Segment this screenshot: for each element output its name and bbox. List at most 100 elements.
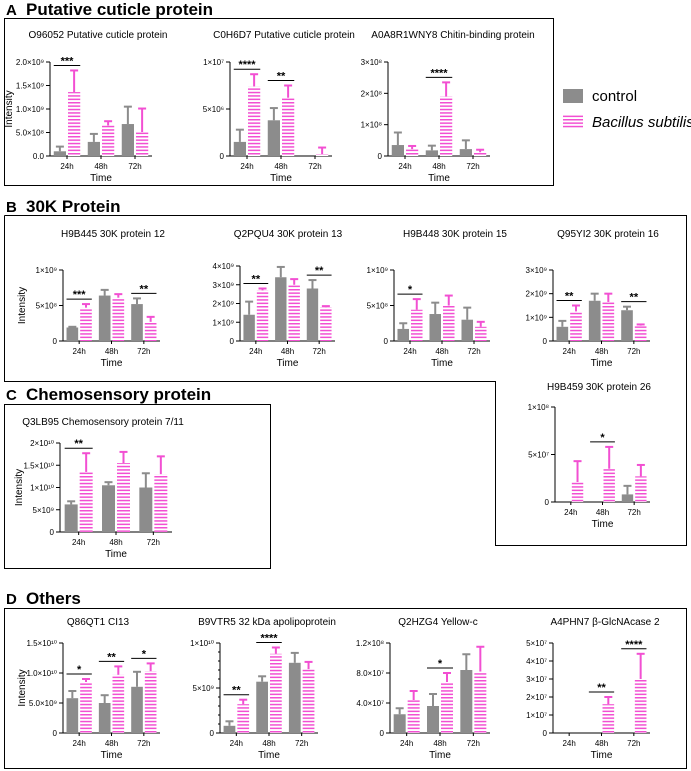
bar-treatment [302, 669, 315, 733]
bar-treatment [112, 674, 125, 733]
x-tick-label: 24h [398, 162, 411, 171]
section-b-name: 30K Protein [26, 197, 120, 216]
bar-treatment [571, 482, 584, 502]
x-axis-label: Time [431, 358, 453, 369]
chart-c1: Q3LB95 Chemosensory protein 7/11 0 5×10⁹ 1×… [14, 417, 184, 560]
y-tick-label: 5×10⁶ [203, 105, 224, 114]
significance-label: * [408, 284, 413, 296]
y-tick-label: 5.0×10⁸ [16, 129, 44, 138]
x-axis-label: Time [258, 750, 280, 761]
bar-control [460, 670, 473, 733]
bar-treatment [136, 132, 149, 156]
y-tick-label: 1×10⁸ [361, 121, 382, 130]
x-axis-label: Time [105, 549, 127, 560]
bar-treatment [474, 671, 487, 733]
bar-treatment [603, 468, 615, 502]
y-tick-label: 3×10⁷ [526, 675, 547, 684]
y-tick-label: 5×10⁹ [33, 506, 54, 515]
x-tick-label: 24h [60, 162, 73, 171]
x-tick-label: 48h [435, 347, 448, 356]
x-tick-label: 24h [562, 347, 575, 356]
y-tick-label: 0 [378, 152, 383, 161]
x-axis-label: Time [429, 750, 451, 761]
y-tick-label: 4.0×10⁷ [356, 699, 384, 708]
x-axis-label: Time [591, 358, 613, 369]
significance-label: * [438, 658, 443, 670]
bar-treatment [440, 96, 453, 156]
x-tick-label: 48h [595, 347, 608, 356]
y-axis-label: Intensity [14, 469, 25, 506]
chart-title: C0H6D7 Putative cuticle protein [213, 30, 355, 41]
bar-treatment [288, 284, 300, 341]
significance-label: ** [277, 71, 286, 83]
bar-treatment [256, 290, 269, 341]
y-axis-label: Intensity [17, 287, 28, 324]
significance-label: **** [625, 639, 643, 651]
section-a-frame [4, 18, 554, 186]
x-tick-label: 72h [137, 347, 150, 356]
significance-label: ** [232, 685, 241, 697]
y-tick-label: 3×10⁸ [361, 58, 382, 67]
x-tick-label: 48h [596, 508, 609, 517]
x-tick-label: 48h [262, 739, 275, 748]
bar-treatment [635, 476, 647, 502]
x-tick-label: 72h [627, 508, 640, 517]
legend-control-label: control [592, 88, 637, 105]
chart-title: Q86QT1 CI13 [67, 617, 130, 628]
bar-treatment [270, 653, 282, 733]
x-tick-label: 72h [466, 162, 479, 171]
chart-title: Q2HZG4 Yellow-c [398, 617, 477, 628]
bar-control [98, 295, 111, 341]
y-tick-label: 1.5×10⁹ [16, 82, 44, 91]
x-axis-label: Time [591, 750, 613, 761]
x-tick-label: 24h [249, 347, 262, 356]
x-tick-label: 48h [94, 162, 107, 171]
bar-control [306, 288, 319, 341]
bar-control [588, 300, 601, 341]
y-tick-label: 1×10⁹ [367, 266, 388, 275]
chart-b4: Q95YI2 30K protein 16 0 1×10⁹ 2×10⁹ 3×10⁹ 24h… [526, 229, 660, 369]
x-tick-label: 24h [72, 538, 85, 547]
x-tick-label: 48h [109, 538, 122, 547]
x-tick-label: 72h [128, 162, 141, 171]
significance-label: ** [252, 274, 261, 286]
significance-label: ** [630, 292, 639, 304]
x-tick-label: 72h [308, 162, 321, 171]
y-tick-label: 0 [210, 729, 215, 738]
significance-label: ** [597, 682, 606, 694]
chart-title: A0A8R1WNY8 Chitin-binding protein [371, 30, 534, 41]
x-tick-label: 24h [72, 347, 85, 356]
x-axis-label: Time [428, 173, 450, 184]
chart-b1: H9B445 30K protein 12 0 5×10⁸ 1×10⁹ 24h 48h 72… [17, 229, 165, 369]
chart-b3: H9B448 30K protein 15 0 5×10⁸ 1×10⁹ 24h 48h 72… [367, 229, 508, 369]
chart-title: H9B459 30K protein 26 [547, 382, 651, 393]
y-tick-label: 4×10⁷ [526, 657, 547, 666]
bar-control [425, 150, 438, 156]
y-tick-label: 0 [545, 498, 550, 507]
y-tick-label: 5×10⁷ [526, 639, 547, 648]
section-c-letter: C [6, 387, 17, 404]
bar-control [131, 304, 143, 341]
y-tick-label: 5×10⁸ [367, 302, 388, 311]
bar-control [121, 124, 134, 156]
y-tick-label: 1×10⁷ [526, 711, 547, 720]
chart-d4: A4PHN7 β-GlcNAcase 2 0 1×10⁷ 2×10⁷ 3×10⁷ 4×10… [526, 617, 660, 761]
bar-control [256, 681, 268, 733]
x-tick-label: 72h [147, 538, 160, 547]
bar-control [102, 485, 115, 532]
bar-treatment [634, 679, 647, 733]
significance-label: ** [315, 265, 324, 277]
x-tick-label: 24h [72, 739, 85, 748]
y-tick-label: 4×10⁹ [213, 262, 234, 271]
bar-control [459, 149, 472, 156]
y-tick-label: 1×10¹⁰ [30, 484, 54, 493]
bar-treatment [475, 326, 487, 341]
bar-treatment [102, 125, 115, 156]
bar-control [66, 327, 79, 341]
bar-treatment [634, 325, 647, 341]
chart-d1: Q86QT1 CI13 0 5.0×10⁹ 1.0×10¹⁰ 1.5×10¹⁰ 24h 48… [17, 617, 160, 761]
y-tick-label: 0 [53, 337, 58, 346]
y-tick-label: 3×10⁹ [213, 281, 234, 290]
y-tick-label: 1×10⁹ [36, 266, 57, 275]
y-tick-label: 2×10⁷ [526, 693, 547, 702]
